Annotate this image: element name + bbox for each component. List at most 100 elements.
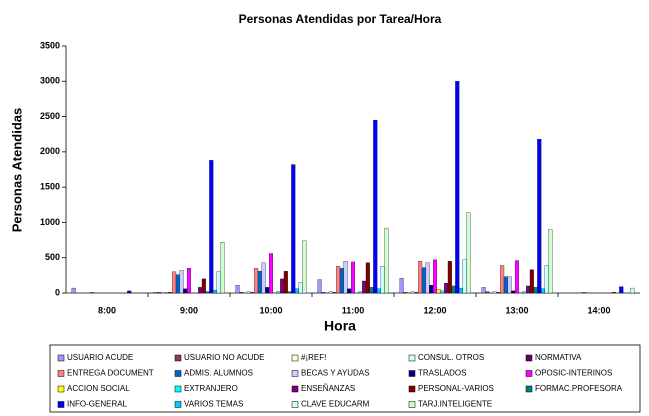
bar	[239, 292, 244, 294]
bar	[582, 292, 587, 294]
legend-box	[49, 344, 641, 413]
bar	[287, 291, 292, 294]
bar	[321, 292, 326, 294]
bar	[179, 270, 184, 294]
legend-label: BECAS Y AYUDAS	[301, 369, 369, 378]
legend-label: ENTREGA DOCUMENT	[67, 369, 154, 378]
bar	[611, 292, 616, 294]
bar	[496, 292, 501, 294]
bar	[514, 260, 520, 294]
legend-label: OPOSIC-INTERINOS	[535, 369, 612, 378]
x-tick-label: 13:00	[505, 305, 528, 315]
legend-swatch	[174, 401, 182, 408]
bar	[205, 291, 210, 294]
bar	[175, 274, 180, 294]
legend-swatch	[57, 385, 65, 393]
x-tick-label: 11:00	[342, 305, 365, 315]
bar	[503, 276, 508, 294]
bar	[347, 288, 352, 294]
x-tick-label: 9:00	[180, 305, 198, 315]
bar	[440, 290, 445, 294]
bar	[369, 287, 374, 294]
bar	[283, 270, 288, 294]
bar	[414, 292, 419, 294]
bar	[451, 285, 456, 294]
y-tick-label: 2000	[40, 146, 60, 156]
bar	[466, 212, 471, 294]
bar	[533, 287, 538, 294]
bar	[198, 287, 203, 294]
legend-swatch	[525, 385, 533, 393]
legend-swatch	[291, 370, 299, 377]
bar	[462, 259, 467, 294]
bar	[548, 229, 553, 294]
legend-label: TRASLADOS	[418, 369, 466, 378]
bar	[376, 288, 381, 294]
y-axis-label: Personas Atendidas	[9, 108, 24, 233]
bar	[302, 240, 307, 294]
bar	[429, 285, 434, 294]
bar	[380, 266, 385, 294]
legend-label: NORMATIVA	[535, 353, 582, 362]
bar	[485, 291, 490, 294]
bar	[212, 290, 217, 294]
legend-swatch	[408, 385, 416, 393]
legend-swatch	[291, 401, 299, 408]
bar	[455, 81, 460, 294]
bar	[172, 271, 177, 294]
bar	[425, 262, 430, 294]
bar	[458, 287, 463, 294]
bar	[511, 290, 516, 294]
bar	[350, 261, 356, 294]
y-tick-label: 3500	[40, 40, 60, 50]
bar	[436, 289, 441, 294]
bar	[403, 292, 408, 294]
bar	[630, 287, 635, 294]
legend-label: FORMAC.PROFESORA	[535, 384, 623, 393]
bar	[216, 271, 221, 294]
bar	[246, 291, 251, 294]
x-tick-label: 14:00	[587, 305, 610, 315]
bar	[261, 262, 266, 294]
legend-label: ENSEÑANZAS	[301, 384, 355, 393]
bar	[432, 259, 438, 294]
legend-label: INFO-GENERAL	[67, 400, 128, 409]
bar	[164, 292, 169, 294]
bar	[201, 278, 206, 294]
bar	[418, 261, 423, 294]
bar	[537, 139, 542, 294]
legend-label: VARIOS TEMAS	[184, 400, 243, 409]
bar	[336, 266, 341, 294]
bar	[235, 285, 240, 294]
bar	[529, 269, 534, 294]
bar	[127, 290, 132, 294]
bar	[250, 292, 255, 294]
bar	[410, 291, 415, 294]
bar	[186, 268, 192, 294]
bar	[481, 287, 486, 294]
bar	[540, 288, 545, 294]
bar	[280, 278, 285, 294]
bar	[220, 242, 225, 294]
legend-swatch	[408, 401, 416, 408]
legend-swatch	[174, 385, 182, 393]
bar	[339, 268, 344, 294]
legend-swatch	[174, 354, 182, 362]
bar	[153, 292, 158, 294]
bar	[317, 279, 322, 294]
bar	[265, 287, 270, 294]
bar	[298, 282, 303, 294]
bar	[447, 261, 452, 294]
legend-label: ACCION SOCIAL	[67, 384, 130, 393]
bar	[399, 278, 404, 294]
bar	[332, 292, 337, 294]
legend-swatch	[57, 401, 65, 408]
bar	[268, 253, 274, 294]
legend-swatch	[291, 385, 299, 393]
bar	[365, 262, 370, 294]
bar	[500, 265, 505, 294]
y-tick-label: 3000	[40, 76, 60, 86]
bar	[526, 285, 531, 294]
bar	[373, 119, 378, 294]
legend-label: USUARIO NO ACUDE	[184, 353, 264, 362]
